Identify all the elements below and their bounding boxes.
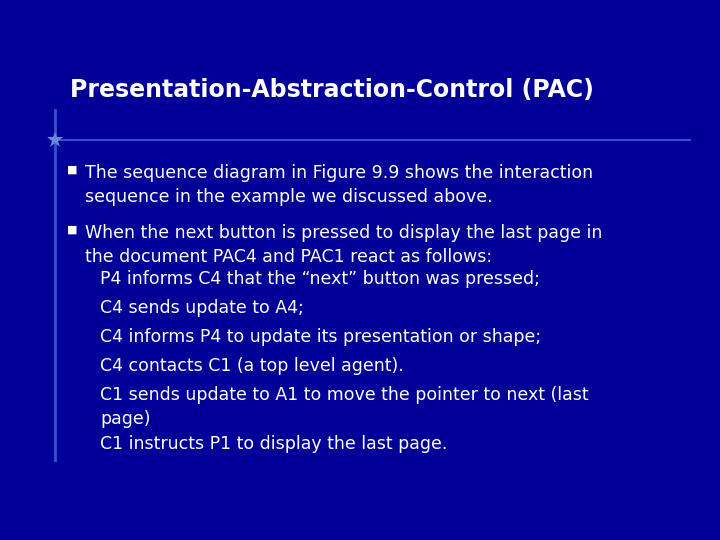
Text: Presentation-Abstraction-Control (PAC): Presentation-Abstraction-Control (PAC) bbox=[70, 78, 594, 102]
Text: When the next button is pressed to display the last page in
the document PAC4 an: When the next button is pressed to displ… bbox=[85, 224, 603, 266]
Text: C1 instructs P1 to display the last page.: C1 instructs P1 to display the last page… bbox=[100, 435, 447, 453]
Text: C4 informs P4 to update its presentation or shape;: C4 informs P4 to update its presentation… bbox=[100, 328, 541, 346]
Text: C1 sends update to A1 to move the pointer to next (last
page): C1 sends update to A1 to move the pointe… bbox=[100, 386, 589, 428]
Text: ■: ■ bbox=[67, 225, 78, 235]
Text: The sequence diagram in Figure 9.9 shows the interaction
sequence in the example: The sequence diagram in Figure 9.9 shows… bbox=[85, 164, 593, 206]
Text: C4 sends update to A4;: C4 sends update to A4; bbox=[100, 299, 304, 317]
Text: P4 informs C4 that the “next” button was pressed;: P4 informs C4 that the “next” button was… bbox=[100, 270, 540, 288]
Text: C4 contacts C1 (a top level agent).: C4 contacts C1 (a top level agent). bbox=[100, 357, 404, 375]
Text: ■: ■ bbox=[67, 165, 78, 175]
